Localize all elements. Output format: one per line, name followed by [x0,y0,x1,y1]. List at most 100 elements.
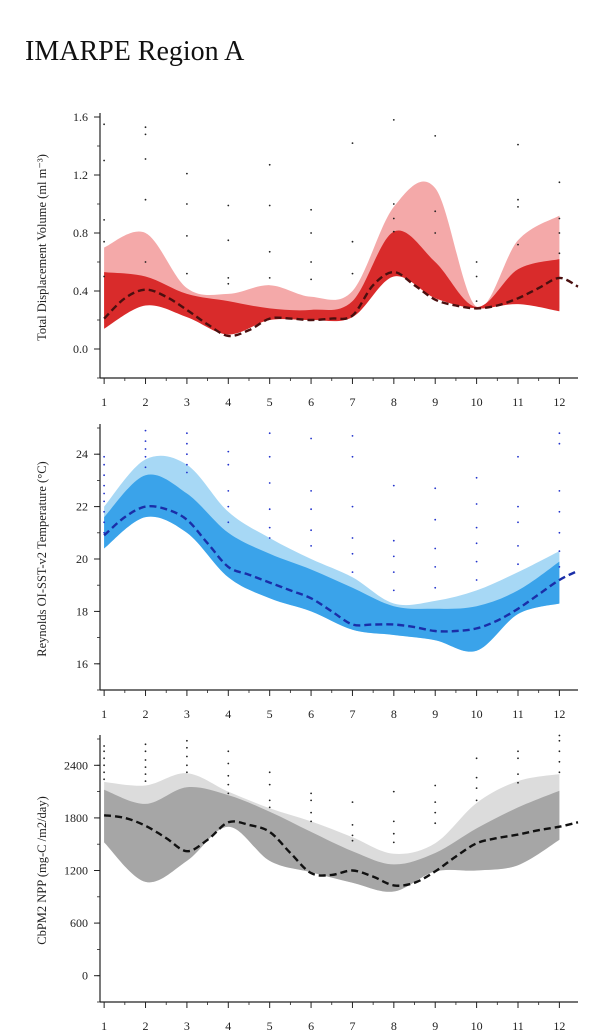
data-point [186,235,188,237]
data-point [475,542,478,545]
data-point [186,442,188,445]
data-point [475,476,478,479]
data-point [227,762,230,765]
y-tick-label: 0.8 [73,226,88,240]
data-point [517,521,519,524]
data-point [310,208,312,211]
data-point [227,750,230,753]
data-point [517,455,519,458]
data-point [268,771,271,774]
x-tick-label: 2 [143,707,149,721]
x-tick-label: 7 [349,395,355,409]
data-point [227,490,230,492]
data-point [186,746,188,749]
data-point [103,750,105,753]
data-point [310,820,312,823]
data-point [351,240,354,243]
x-tick-label: 11 [512,395,524,409]
data-point [103,531,105,534]
x-tick-label: 7 [349,707,355,721]
x-tick-label: 4 [225,1019,231,1033]
x-tick-label: 10 [471,395,483,409]
data-point [144,133,147,136]
data-point [351,435,354,437]
data-point [351,801,354,803]
y-tick-label: 22 [76,500,88,514]
x-tick-label: 8 [391,1019,397,1033]
x-tick-label: 9 [432,707,438,721]
y-tick-label: 1200 [64,864,88,878]
data-point [434,487,437,490]
data-point [103,764,105,767]
data-point [227,505,230,508]
data-point [144,440,147,442]
y-tick-label: 20 [76,552,88,566]
data-point [558,750,561,753]
data-point [268,455,271,458]
data-point [517,757,519,760]
data-point [558,252,561,255]
data-point [475,503,478,505]
data-point [475,275,478,278]
data-point [392,539,395,542]
data-point [186,172,188,175]
y-tick-label: 18 [76,604,88,618]
data-point [144,158,147,160]
data-point [186,272,188,275]
data-point [310,261,312,263]
data-point [268,526,271,529]
data-point [392,571,395,573]
x-tick-label: 2 [143,395,149,409]
data-point [103,275,105,278]
data-point [186,739,188,742]
data-point [517,773,519,775]
data-point [517,545,519,547]
data-point [434,586,437,589]
data-point [186,203,188,205]
data-point [144,759,147,761]
x-tick-label: 1 [101,707,107,721]
outer-band [104,455,560,652]
data-point [434,811,437,814]
y-axis-label: Total Displacement Volume (ml m⁻³) [35,154,49,341]
page-title: IMARPE Region A [25,36,245,67]
data-point [434,210,437,213]
x-tick-label: 4 [225,395,231,409]
data-point [392,119,395,121]
data-point [475,526,478,529]
data-point [310,811,312,814]
data-point [517,206,519,208]
data-point [558,217,561,220]
x-tick-label: 3 [184,395,190,409]
inner-band [104,474,560,652]
data-point [434,784,437,787]
y-tick-label: 2400 [64,758,88,772]
data-point [103,484,105,487]
data-point [558,531,561,534]
data-point [558,432,561,435]
data-point [517,143,519,146]
data-point [351,824,354,826]
data-point [517,781,519,784]
data-point [351,142,354,145]
data-point [392,589,395,592]
data-point [351,552,354,555]
x-tick-label: 5 [267,395,273,409]
inner-band [104,786,560,892]
data-point [144,766,147,768]
x-tick-label: 10 [471,707,483,721]
data-point [310,490,312,492]
data-point [310,545,312,547]
y-axis-label: Reynolds OI-SST-v2 Temperature (°C) [35,461,49,656]
inner-band [104,230,560,335]
data-point [144,750,147,753]
x-tick-label: 11 [512,707,524,721]
median-line [103,270,579,338]
data-point [103,510,105,513]
data-point [103,745,105,747]
data-point [144,261,147,263]
data-point [268,799,271,802]
data-point [103,778,105,781]
data-point [310,799,312,802]
x-tick-label: 2 [143,1019,149,1033]
